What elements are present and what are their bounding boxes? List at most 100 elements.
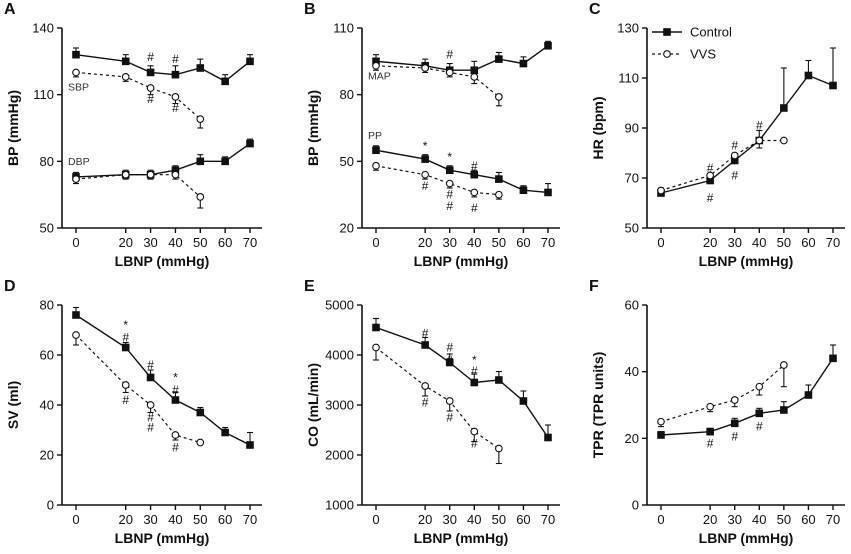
data-point <box>730 419 739 428</box>
x-tick-label: 30 <box>727 235 741 250</box>
asterisk-marker: * <box>447 150 452 164</box>
x-tick-label: 20 <box>703 512 717 527</box>
x-tick-label: 70 <box>541 512 555 527</box>
series-label: SBP <box>68 81 89 93</box>
x-axis-title: LBNP (mmHg) <box>115 253 210 269</box>
hash-marker: # <box>147 421 154 435</box>
x-tick-label: 60 <box>801 235 815 250</box>
data-point <box>72 331 80 339</box>
hash-marker: # <box>172 101 179 115</box>
series-line <box>75 334 201 444</box>
data-point <box>121 57 130 66</box>
series-line <box>660 364 785 423</box>
hash-marker: # <box>446 411 453 425</box>
data-point <box>706 402 714 411</box>
data-point <box>121 381 130 389</box>
hash-marker: # <box>147 50 154 64</box>
hash-marker: # <box>731 139 738 153</box>
x-tick-label: 70 <box>826 235 840 250</box>
series-control <box>72 47 254 86</box>
data-point <box>372 146 380 155</box>
panel-letter: D <box>4 278 16 295</box>
data-point <box>171 93 180 101</box>
x-tick-label: 40 <box>752 512 766 527</box>
data-point <box>755 382 764 391</box>
series-line <box>660 74 834 194</box>
data-point <box>196 408 205 417</box>
hash-marker: # <box>446 353 453 367</box>
y-tick-label: 20 <box>340 221 354 236</box>
data-point <box>72 68 80 77</box>
hash-marker: # <box>422 396 429 410</box>
hash-marker: # <box>446 188 453 202</box>
legend-marker <box>663 28 671 36</box>
data-point <box>196 115 205 123</box>
hash-marker: # <box>471 159 478 173</box>
data-point <box>445 166 454 175</box>
legend-label: Control <box>690 25 732 40</box>
hash-marker: # <box>731 430 738 444</box>
y-tick-label: 80 <box>40 298 54 313</box>
x-tick-label: 30 <box>143 235 157 250</box>
y-tick-label: 0 <box>47 498 54 513</box>
data-point <box>804 71 813 80</box>
x-tick-label: 50 <box>492 512 506 527</box>
data-point <box>519 59 528 68</box>
y-tick-label: 40 <box>625 364 639 379</box>
asterisk-marker: * <box>423 139 428 153</box>
data-point <box>421 155 429 163</box>
data-point <box>780 136 788 145</box>
legend: Control VVS <box>652 25 732 62</box>
series-line <box>375 347 500 449</box>
y-tick-label: 50 <box>340 154 354 169</box>
hash-marker: # <box>756 119 763 133</box>
x-axis-title: LBNP (mmHg) <box>414 530 509 546</box>
x-tick-label: 50 <box>777 512 791 527</box>
data-point <box>804 391 813 399</box>
y-axis-title: BP (mmHg) <box>305 90 321 166</box>
y-tick-label: 50 <box>40 221 54 236</box>
data-point <box>171 396 180 404</box>
y-tick-label: 5000 <box>325 298 354 313</box>
panel-letter: F <box>589 278 599 295</box>
data-point <box>544 41 552 50</box>
data-point <box>544 433 552 442</box>
hash-marker: # <box>446 341 453 355</box>
x-tick-label: 20 <box>703 235 717 250</box>
x-tick-label: 60 <box>516 235 530 250</box>
data-point <box>421 170 429 179</box>
hash-marker: # <box>707 436 714 450</box>
data-point <box>706 171 714 180</box>
panel-letter: C <box>589 1 601 18</box>
x-tick-label: 50 <box>193 512 207 527</box>
data-point <box>171 70 180 79</box>
series-vvs <box>372 61 503 107</box>
x-tick-label: 50 <box>492 235 506 250</box>
x-tick-label: 0 <box>72 235 79 250</box>
series-label: DBP <box>68 156 90 168</box>
data-point <box>780 406 788 414</box>
y-tick-label: 110 <box>618 71 639 86</box>
x-tick-label: 20 <box>418 235 432 250</box>
x-tick-label: 0 <box>657 512 664 527</box>
hash-marker: # <box>172 52 179 66</box>
y-tick-label: 3000 <box>325 398 354 413</box>
data-point <box>780 104 788 112</box>
data-point <box>171 166 180 175</box>
data-point <box>146 68 155 77</box>
data-point <box>470 188 479 197</box>
data-point <box>470 378 479 387</box>
hash-marker: # <box>422 179 429 193</box>
data-point <box>829 81 837 90</box>
data-point <box>121 170 130 179</box>
series-vvs: SBP <box>68 68 205 129</box>
data-point <box>372 161 380 170</box>
x-tick-label: 70 <box>243 235 257 250</box>
asterisk-marker: * <box>123 318 128 332</box>
y-tick-label: 40 <box>40 398 54 413</box>
hash-marker: # <box>122 331 129 345</box>
x-tick-label: 40 <box>168 235 182 250</box>
data-point <box>495 93 503 101</box>
data-point <box>221 77 229 86</box>
series-control <box>72 306 254 449</box>
